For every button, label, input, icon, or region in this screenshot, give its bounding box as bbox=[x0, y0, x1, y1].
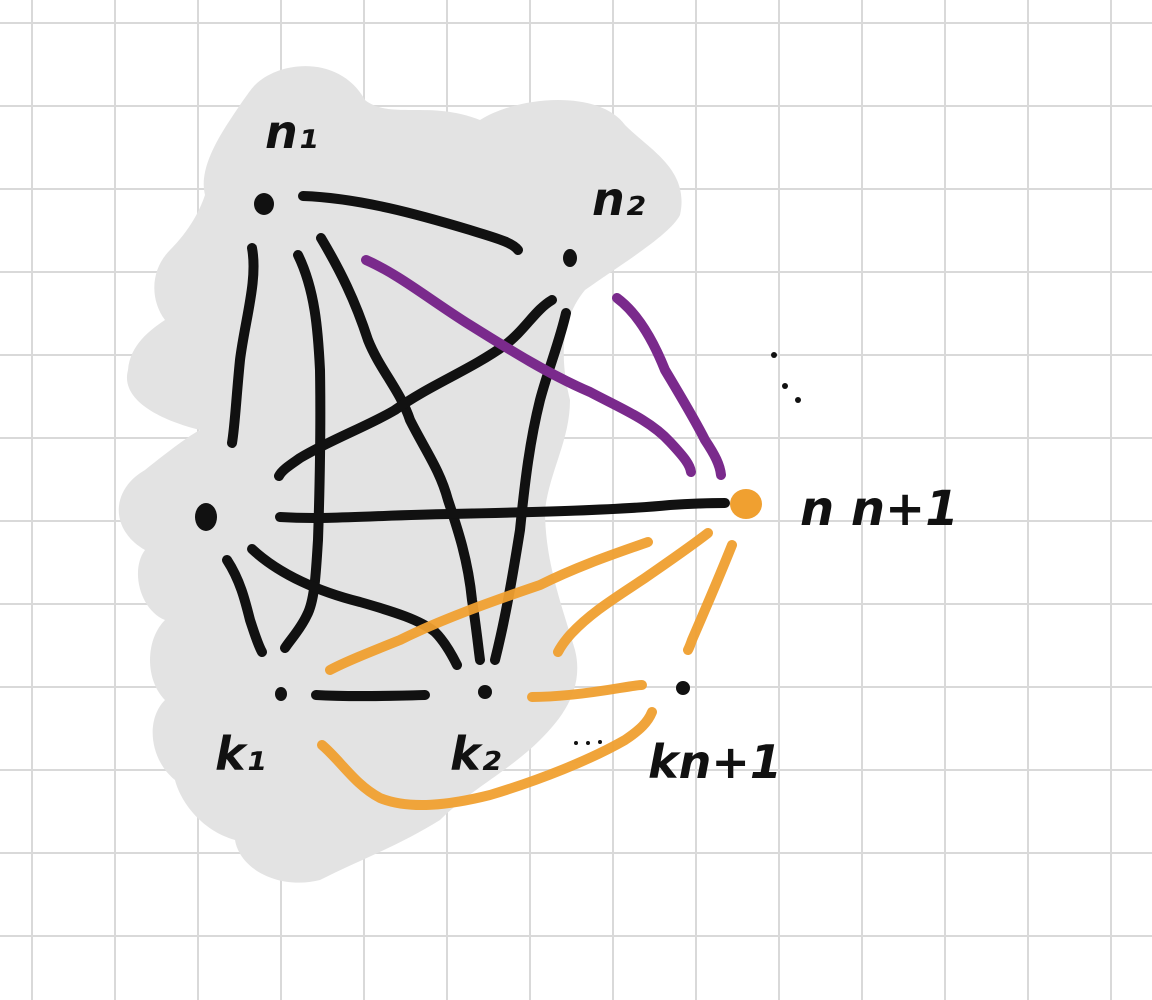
edge-left-k2 bbox=[247, 544, 462, 670]
ellipsis-dot bbox=[771, 352, 777, 358]
edge-k1-k2 bbox=[311, 690, 430, 702]
vertex-n1 bbox=[254, 193, 274, 215]
vertex-k-n-plus-1 bbox=[676, 681, 690, 695]
vertex-k1 bbox=[275, 687, 287, 701]
edge-n1-k1 bbox=[280, 250, 326, 653]
label-k1: k₁ bbox=[215, 727, 266, 781]
edge-k1-k-n-plus-1 bbox=[317, 707, 657, 810]
edge-left-k1 bbox=[222, 555, 267, 657]
edge-left-n-plus-1 bbox=[275, 498, 730, 523]
purple-edges bbox=[361, 255, 726, 480]
ellipsis-dot bbox=[782, 383, 788, 389]
label-n1: n₁ bbox=[265, 105, 318, 159]
edge-n1-k2 bbox=[316, 233, 485, 665]
highlight-blob bbox=[118, 66, 682, 883]
edge-n-plus-1-k1 bbox=[325, 537, 653, 675]
vertex-n2 bbox=[563, 249, 577, 267]
labels: n₁ n₂ n n+1 k₁ k₂ kn+1 bbox=[215, 105, 959, 789]
label-n2: n₂ bbox=[592, 172, 645, 226]
edge-n-plus-1-k-n-plus-1 bbox=[683, 540, 737, 655]
label-n-plus-1: n n+1 bbox=[800, 481, 959, 537]
edge-n1-left bbox=[227, 243, 259, 448]
edge-n2-k2 bbox=[490, 308, 571, 665]
orange-edges bbox=[317, 528, 737, 810]
edge-k2-k-n-plus-1 bbox=[527, 680, 647, 702]
vertex-left bbox=[195, 503, 217, 531]
edge-n1-n-plus-1 bbox=[361, 255, 696, 477]
ellipsis-dot bbox=[586, 741, 590, 745]
vertex-k2 bbox=[478, 685, 492, 699]
edge-n-plus-1-k2 bbox=[553, 528, 713, 657]
label-k-n-plus-1: kn+1 bbox=[648, 735, 782, 789]
edge-n2-n-plus-1 bbox=[612, 293, 726, 480]
black-edges bbox=[222, 191, 730, 702]
ellipsis-dot bbox=[795, 397, 801, 403]
ellipsis-dot bbox=[598, 740, 602, 744]
label-k2: k₂ bbox=[450, 727, 501, 781]
edge-n1-n2 bbox=[298, 191, 523, 255]
ellipsis-dot bbox=[574, 741, 578, 745]
vertex-n-plus-1 bbox=[730, 489, 762, 519]
vertices bbox=[195, 193, 762, 701]
ellipsis-marks bbox=[574, 352, 801, 745]
edge-n2-left bbox=[274, 295, 557, 481]
